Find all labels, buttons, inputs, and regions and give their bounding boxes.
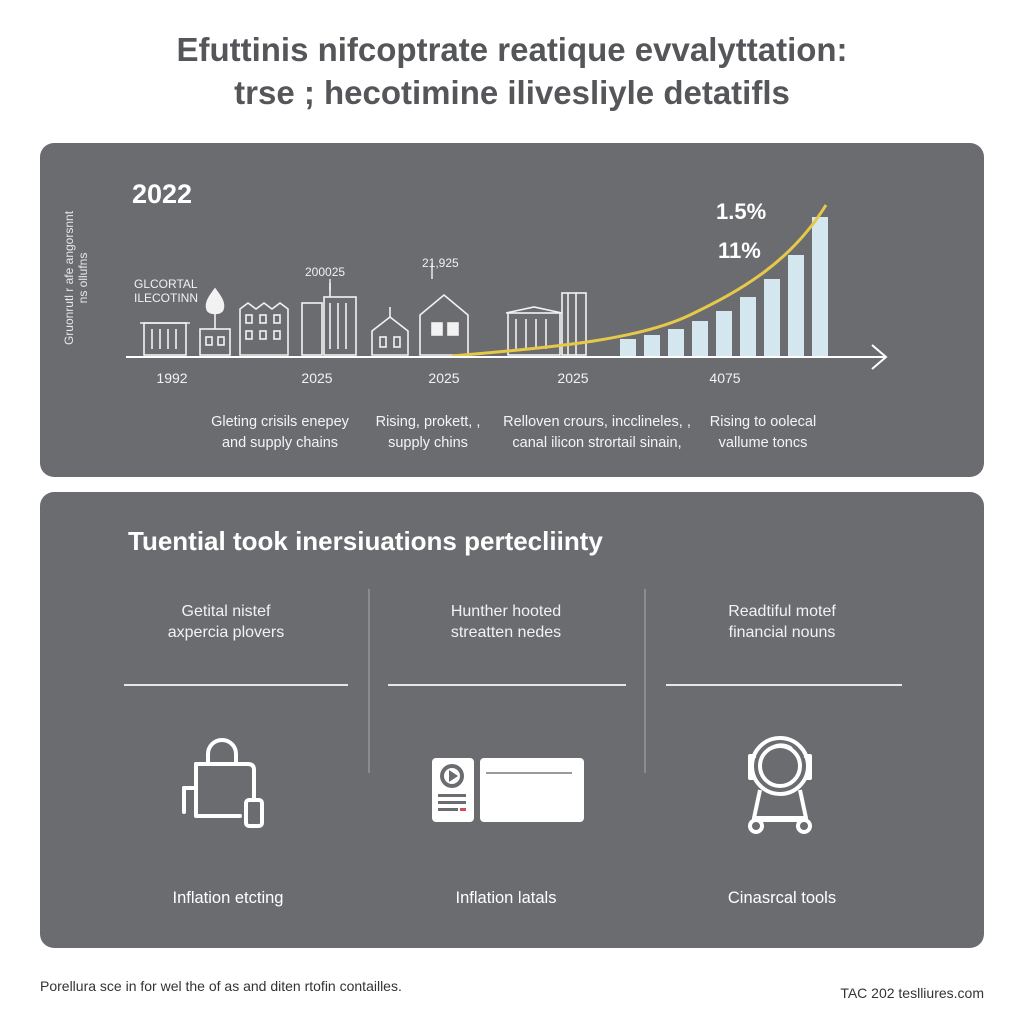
growth-bar [620, 339, 636, 356]
desc-1: Gleting crisils enepey and supply chains [200, 412, 360, 454]
growth-bar [668, 329, 684, 356]
column-1-rule [124, 684, 348, 686]
growth-bar [716, 311, 732, 356]
desc-1-line-2: and supply chains [221, 435, 339, 451]
desc-3: Relloven crours, incclineles, , canal il… [488, 412, 706, 454]
column-1-caption-text: Inflation etcting [172, 889, 284, 907]
timeline-graphic [126, 204, 888, 370]
growth-bar [740, 297, 756, 356]
column-3-caption: Cinasrcal tools [662, 888, 902, 909]
pct-bottom: 11% [718, 238, 761, 263]
pct-top: 1.5% [716, 199, 767, 224]
building-1-icon [140, 322, 190, 356]
page-title: Efuttinis nifcoptrate reatique evvalytta… [0, 28, 1024, 114]
title-line-2: trse ; hecotimine ilivesliyle detatifls [234, 74, 790, 111]
column-3-title-line-1: Readtiful motef [728, 603, 836, 620]
tag-2: 200025 [305, 265, 346, 279]
axis-year-4: 2025 [557, 370, 589, 386]
axis-year-1: 1992 [156, 370, 188, 386]
growth-bar [644, 335, 660, 356]
column-divider-2 [644, 589, 646, 773]
column-2-title-line-1: Hunther hooted [450, 603, 562, 620]
building-3-icon [239, 302, 289, 356]
desc-4-line-1: Rising to oolecal [709, 414, 817, 430]
tag-left-line-2: ILECOTINN [134, 291, 199, 305]
column-1-title: Getital nistef axpercia plovers [106, 601, 346, 643]
desc-2: Rising, prokett, , supply chins [363, 412, 493, 454]
axis-arrow-icon [871, 344, 888, 370]
column-2-title: Hunther hooted streatten nedes [386, 601, 626, 643]
desc-1-line-1: Gleting crisils enepey [211, 414, 349, 430]
growth-bars [620, 217, 828, 356]
column-3-title: Readtiful motef financial nouns [662, 601, 902, 643]
building-6-icon [419, 293, 469, 356]
column-2-title-line-2: streatten nedes [450, 624, 562, 641]
tag-left-line-1: GLCORTAL [134, 277, 198, 291]
desc-4: Rising to oolecal vallume toncs [688, 412, 838, 454]
column-2-caption-text: Inflation latals [455, 889, 557, 907]
column-1-caption: Inflation etcting [108, 888, 348, 909]
insights-heading: Tuential took inersiuations pertecliinty [128, 526, 603, 556]
building-4-icon [301, 283, 357, 356]
axis-year-3: 2025 [428, 370, 460, 386]
column-1-title-line-2: axpercia plovers [167, 624, 285, 641]
column-2-rule [388, 684, 626, 686]
lens-cart-icon [746, 734, 836, 843]
column-3-rule [666, 684, 902, 686]
axis-year-2: 2025 [301, 370, 333, 386]
building-2-icon [199, 287, 231, 356]
tag-left: GLCORTAL ILECOTINN [134, 277, 198, 305]
growth-bar [812, 217, 828, 356]
axis-year-5: 4075 [709, 370, 741, 386]
title-line-1: Efuttinis nifcoptrate reatique evvalytta… [176, 31, 848, 68]
desc-2-line-1: Rising, prokett, , [375, 414, 481, 430]
timeline-panel: 2022 Gruonrutl r afe angorsnnt ns ollufn… [40, 143, 984, 477]
growth-curve [451, 204, 828, 358]
buildings-illustration [140, 283, 587, 356]
column-3-title-line-2: financial nouns [728, 624, 836, 641]
column-divider-1 [368, 589, 370, 773]
column-1-title-line-1: Getital nistef [181, 603, 271, 620]
shopping-bag-icon [178, 736, 274, 837]
desc-4-line-2: vallume toncs [718, 435, 808, 451]
insights-panel: Tuential took inersiuations pertecliinty… [40, 492, 984, 948]
growth-bar [692, 321, 708, 356]
column-3-caption-text: Cinasrcal tools [727, 889, 837, 907]
growth-bar [764, 279, 780, 356]
footer-credit: TAC 202 teslliures.com [840, 985, 984, 1001]
timeline-year-heading: 2022 [132, 179, 193, 209]
column-2-caption: Inflation latals [386, 888, 626, 909]
vertical-axis-label: Gruonrutl r afe angorsnnt ns ollufns [62, 210, 90, 346]
desc-3-line-1: Relloven crours, incclineles, , [503, 414, 691, 430]
tag-3: 21,925 [422, 256, 459, 270]
building-5-icon [371, 307, 409, 356]
growth-bar [788, 255, 804, 356]
desc-3-line-2: canal ilicon strortail sinain, [512, 435, 682, 451]
building-7-icon [505, 292, 587, 356]
desc-2-line-2: supply chins [388, 435, 468, 451]
media-card-icon [430, 754, 586, 835]
footer-note: Porellura sce in for wel the of as and d… [40, 978, 402, 994]
